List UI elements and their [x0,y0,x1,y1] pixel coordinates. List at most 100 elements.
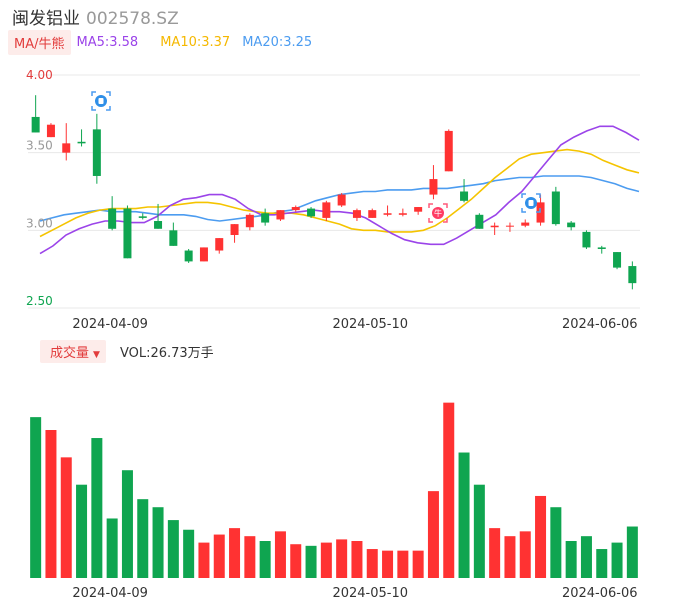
candle-body [628,266,637,284]
bull-signal-icon[interactable]: 牛 [428,203,448,223]
volume-bar [244,536,256,578]
signal-badge-icon[interactable] [521,193,541,213]
candle-body [352,210,361,218]
volume-bars [30,402,638,578]
date-axis-labels: 2024-04-09 2024-05-10 2024-06-06 [72,317,637,330]
volume-legend: 成交量 ▼ VOL:26.73万手 [40,339,214,363]
volume-date-tick-label: 2024-05-10 [332,586,408,601]
volume-bar [183,529,195,578]
candle [352,208,361,222]
candle [31,95,40,133]
volume-bar [427,491,439,578]
date-tick-label: 2024-05-10 [332,317,408,330]
candlestick-chart[interactable]: 牛 4.003.503.002.50 2024-04-09 2024-05-10 2… [0,0,686,330]
candle [398,208,407,217]
volume-bar [351,541,363,578]
stock-title: 闽发铝业 002578.SZ [12,4,179,29]
date-tick-label: 2024-04-09 [72,317,148,330]
volume-date-tick-label: 2024-04-09 [72,586,148,601]
ma5-line [39,125,640,255]
volume-bar [611,542,623,578]
candle [582,230,591,249]
ma20-line [39,175,640,222]
candle-body [108,208,117,229]
price-tick-label: 2.50 [26,294,53,308]
candle-body [490,225,499,228]
candle [169,222,178,246]
candle [490,222,499,235]
candle-body [551,191,560,225]
candle [444,129,453,172]
candle-body [337,194,346,206]
candle [138,213,147,220]
candles [31,95,637,290]
candle [337,193,346,208]
candle [154,203,163,229]
volume-bar [121,470,133,578]
volume-bar [91,438,103,578]
volume-bar [259,541,271,578]
volume-bar [412,550,424,578]
volume-bar [443,402,455,578]
candle [215,238,224,254]
volume-bar [626,526,638,578]
volume-bar [565,541,577,578]
volume-bar [290,544,302,578]
volume-date-axis-labels: 2024-04-09 2024-05-10 2024-06-06 [72,586,637,601]
candle [505,222,514,232]
candle [77,129,86,147]
volume-bar [167,520,179,578]
candle-body [215,238,224,251]
candle [322,200,331,222]
candle [414,207,423,215]
volume-bar [274,531,286,578]
volume-date-tick-label: 2024-06-06 [562,586,638,601]
candle [62,123,71,161]
candle [46,123,55,138]
volume-bar [213,534,225,578]
candle [460,179,469,203]
candle-body [199,247,208,262]
volume-indicator-tab[interactable]: 成交量 ▼ [40,339,106,363]
volume-bar [504,536,516,578]
volume-bar [336,539,348,578]
candle-body [77,141,86,144]
candle-body [322,202,331,218]
candle [123,205,132,259]
candle [521,219,530,228]
volume-bar [60,457,72,578]
ma5-label: MA5:3.58 [76,34,139,50]
volume-bar [229,528,241,578]
stock-name: 闽发铝业 [12,9,80,29]
volume-tab-label: 成交量 [50,345,90,361]
candle-body [62,143,71,153]
volume-bar [320,542,332,578]
candle [291,205,300,212]
candle-body [307,208,316,217]
candle-body [368,210,377,218]
dropdown-triangle-icon: ▼ [93,349,100,360]
candle-body [92,129,101,176]
volume-value-label: VOL:26.73万手 [119,345,214,361]
signal-badge-icon[interactable] [91,91,111,111]
candle-body [597,247,606,249]
candle-body [31,116,40,133]
candle [184,248,193,263]
candle [597,245,606,254]
candle-body [429,179,438,195]
volume-bar [366,549,378,578]
ma-indicator-tab[interactable]: MA/牛熊 [8,29,71,55]
candle-body [444,130,453,172]
candle-body [398,213,407,215]
candle-body [475,214,484,229]
candle [628,261,637,290]
candle-body [383,213,392,215]
date-tick-label: 2024-06-06 [562,317,638,330]
candle [108,196,117,231]
candle [230,224,239,243]
volume-bar [382,550,394,578]
moving-average-lines [39,125,640,255]
candle-body [567,222,576,228]
candle-body [521,222,530,226]
candle-body [613,252,622,268]
